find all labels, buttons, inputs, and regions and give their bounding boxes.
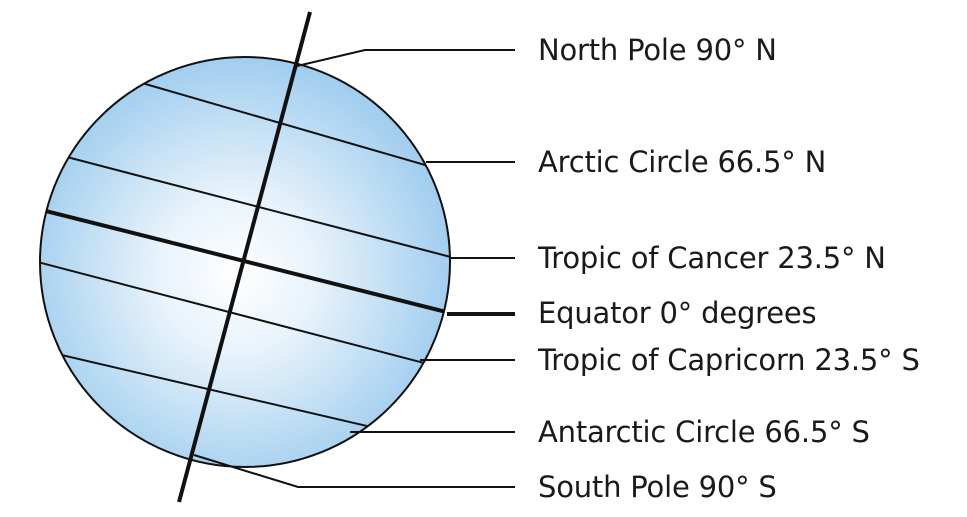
label-south-pole: South Pole 90° S [538, 470, 777, 504]
latitude-line-south-upper [40, 259, 450, 376]
equator-line [40, 205, 450, 320]
label-tropic-of-cancer: Tropic of Cancer 23.5° N [538, 241, 886, 275]
leader-north-pole [296, 49, 515, 67]
latitude-line-north-upper [40, 149, 450, 263]
label-tropic-of-capricorn: Tropic of Capricorn 23.5° S [538, 343, 920, 377]
label-arctic-circle: Arctic Circle 66.5° N [538, 145, 827, 179]
label-north-pole: North Pole 90° N [538, 33, 777, 67]
earth-axis-line [177, 11, 312, 503]
label-antarctic-circle: Antarctic Circle 66.5° S [538, 415, 870, 449]
label-equator: Equator 0° degrees [538, 296, 817, 330]
leader-south-pole [193, 454, 515, 488]
